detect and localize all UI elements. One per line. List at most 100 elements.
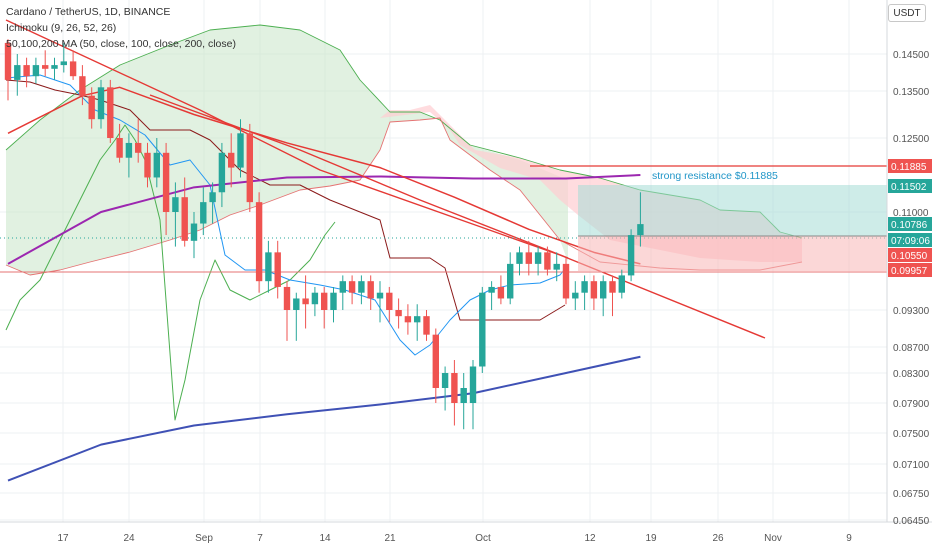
candle [79,76,86,96]
candle [135,142,142,153]
candle [32,65,40,77]
candle [572,292,579,299]
candle [144,152,151,178]
candle [507,263,514,299]
candle [627,235,635,276]
candles [4,39,644,430]
y-tick-label: 0.07900 [893,399,930,410]
price-label: 0.09957 [891,266,928,277]
candle [404,316,412,323]
x-tick-label: 14 [319,533,331,544]
moving-average-legend[interactable]: 50,100,200 MA (50, close, 100, close, 20… [6,38,236,50]
candle [590,281,598,299]
candle [107,87,114,138]
x-tick-label: 7 [257,533,263,544]
candle [386,292,393,310]
candle [553,263,560,270]
candle [321,292,328,310]
candle [200,202,207,224]
trendline-1 [5,19,766,339]
x-tick-label: 9 [846,533,852,544]
x-tick-label: Oct [475,533,491,544]
candle [172,197,179,212]
candle [488,286,495,293]
candle [218,152,226,193]
series-ma-200 [7,355,641,482]
candle [88,95,95,120]
price-label: 0.10786 [891,220,928,231]
candle [618,275,625,293]
y-tick-label: 0.08700 [893,343,930,354]
candle [265,252,272,282]
candle [395,310,402,317]
candle [469,366,477,403]
candle [97,87,105,120]
position-stop-zone [578,236,887,272]
candle [432,334,439,388]
candle [14,65,21,80]
x-tick-label: 24 [123,533,135,544]
currency-button[interactable]: USDT [888,4,926,22]
price-label-bg [888,179,932,193]
candle [348,281,356,293]
candle [162,152,170,212]
candle [581,281,588,293]
candle [228,152,235,168]
candle [23,65,30,77]
ichimoku-cloud-bullish [6,25,568,275]
candle [600,281,607,299]
x-tick-label: Sep [195,533,213,544]
candle [255,202,263,282]
candle [237,133,244,168]
y-tick-label: 0.06750 [893,489,930,500]
candle [544,252,551,270]
candle [330,292,337,310]
x-tick-label: 26 [712,533,724,544]
price-label: 0.11502 [891,182,927,193]
candle [516,252,523,264]
candle [4,42,12,80]
price-label-bg [888,159,932,173]
y-tick-label: 0.08300 [893,369,930,380]
y-tick-label: 0.14500 [893,50,930,61]
ichimoku-legend[interactable]: Ichimoku (9, 26, 52, 26) [6,22,117,34]
candle [451,373,458,403]
candle [479,292,486,367]
y-tick-label: 0.07100 [893,460,930,471]
y-tick-label: 0.12500 [893,134,930,145]
candle [293,298,300,310]
candle [246,133,253,203]
y-tick-label: 0.11000 [893,208,929,219]
candle [190,223,198,241]
candle [181,197,188,241]
candle [283,286,291,310]
candle [358,281,365,293]
candle [60,61,67,66]
position-target-zone [578,185,887,236]
candle [525,252,532,264]
y-tick-label: 0.06450 [893,516,930,527]
x-tick-label: 21 [384,533,396,544]
candle [69,61,77,77]
candle [376,292,384,299]
price-label: 07:09:06 [891,236,930,247]
candle [51,65,58,69]
candle [637,224,644,236]
candle [274,252,281,287]
candle [460,388,467,403]
candle [339,281,346,293]
candle [562,263,570,299]
resistance-annotation: strong resistance $0.11885 [652,170,778,182]
x-tick-label: 17 [57,533,69,544]
candle [209,192,216,203]
series-ma-100 [7,174,641,265]
x-tick-label: Nov [764,533,782,544]
candle [367,281,374,299]
price-label-bg [888,263,932,277]
candle [423,316,430,335]
x-tick-label: 19 [645,533,657,544]
price-label-bg [888,233,932,247]
candle [125,142,133,158]
